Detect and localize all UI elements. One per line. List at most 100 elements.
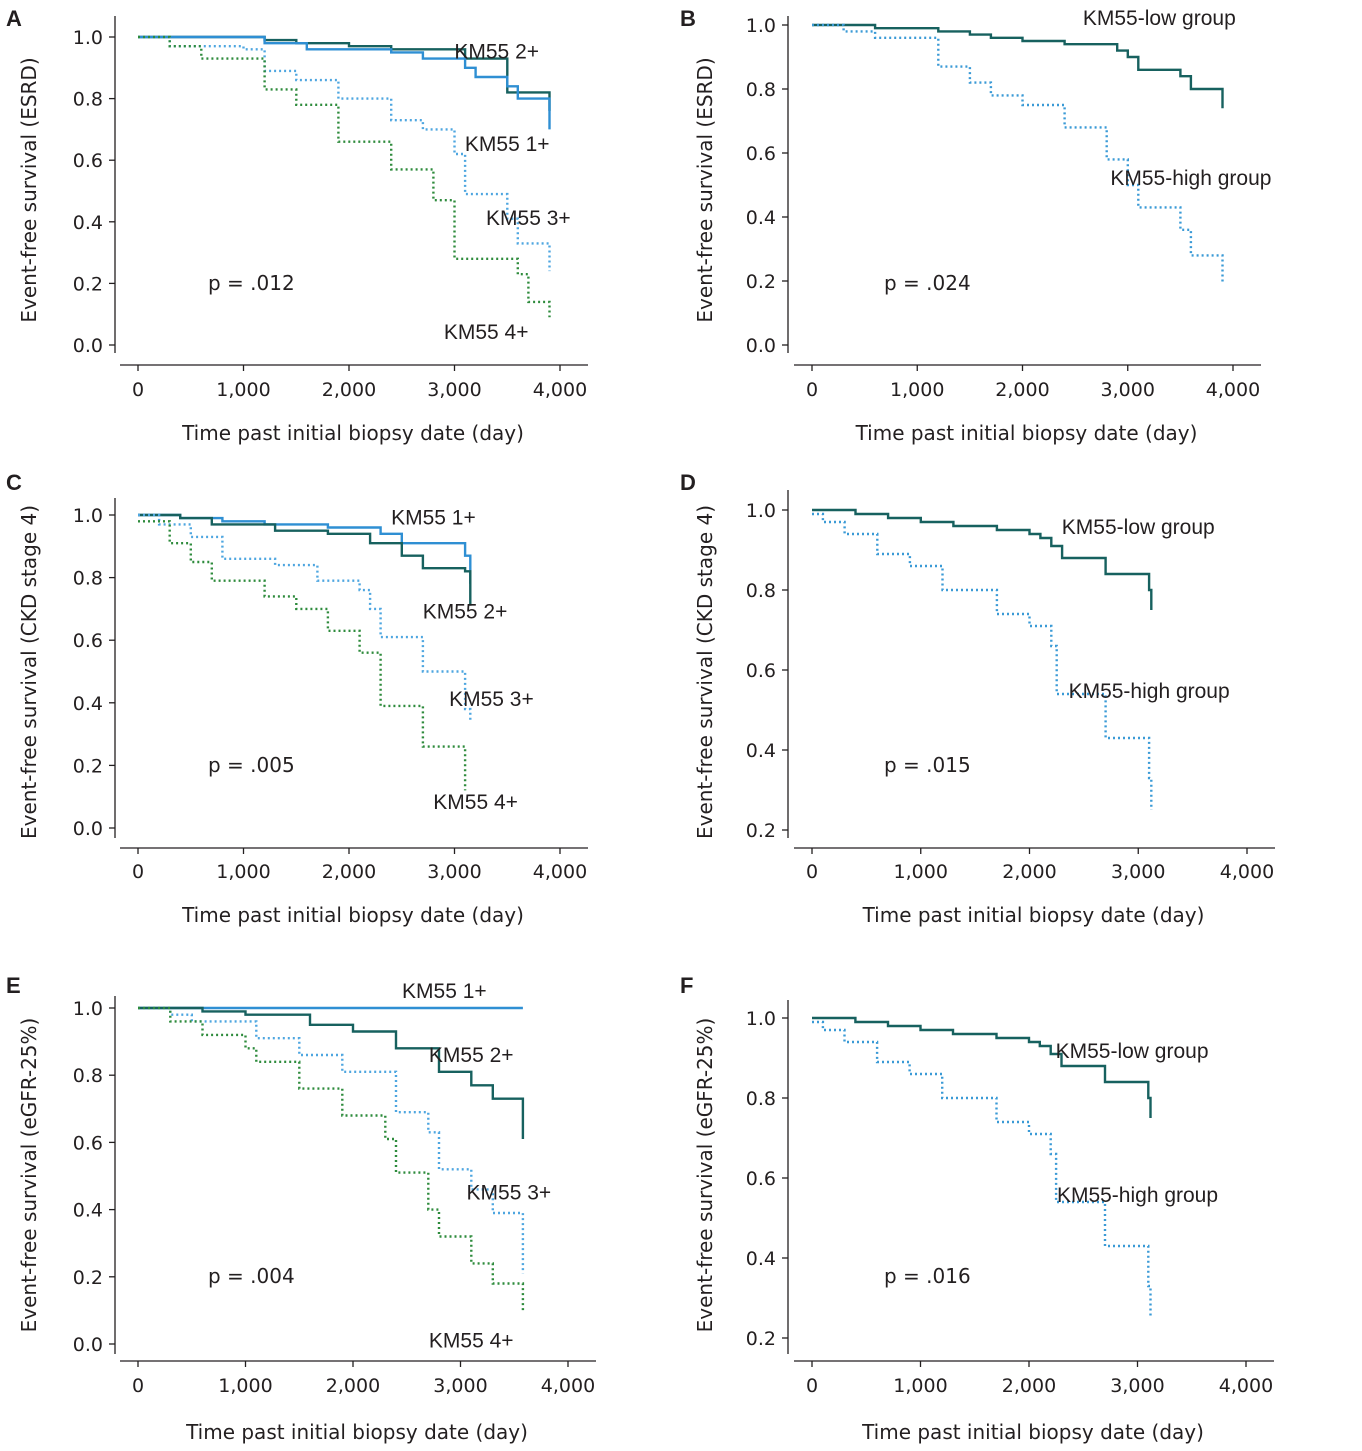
y-tick-label: 0.8 bbox=[73, 89, 103, 111]
series-km55-4 bbox=[138, 35, 551, 318]
x-tick-label: 3,000 bbox=[433, 1375, 487, 1397]
x-tick-label: 4,000 bbox=[1220, 861, 1274, 883]
x-axis-title: Time past initial biopsy date (day) bbox=[855, 421, 1198, 445]
panel-d: D 0.2 0.4 0.6 0.8 1.0 0 1,000 2,000 3,000 4,000 Tim… bbox=[680, 470, 1275, 927]
x-tick-label: 4,000 bbox=[533, 379, 587, 401]
series-label: KM55 4+ bbox=[433, 791, 518, 814]
y-axis-title: Event-free survival (ESRD) bbox=[693, 57, 717, 322]
x-tick-label: 3,000 bbox=[1101, 379, 1155, 401]
series-label: KM55-high group bbox=[1069, 680, 1230, 703]
series-label: KM55 4+ bbox=[444, 321, 529, 344]
series-km55-3 bbox=[138, 513, 472, 722]
series-label: KM55-low group bbox=[1056, 1040, 1209, 1063]
x-tick-label: 3,000 bbox=[1111, 861, 1165, 883]
panel-letter: C bbox=[6, 470, 22, 495]
series-label: KM55-high group bbox=[1110, 167, 1271, 190]
series-km55-4 bbox=[138, 1006, 525, 1311]
panel-f: F 0.2 0.4 0.6 0.8 1.0 0 1,000 2,000 3,000 4,000 Tim… bbox=[680, 973, 1274, 1444]
y-tick-label: 0.8 bbox=[746, 1088, 776, 1110]
p-value: p = .004 bbox=[208, 1264, 295, 1288]
x-tick-label: 3,000 bbox=[427, 379, 481, 401]
x-tick-label: 0 bbox=[806, 1375, 818, 1397]
y-axis-title: Event-free survival (CKD stage 4) bbox=[17, 505, 41, 839]
series-km55-3 bbox=[138, 35, 551, 272]
y-tick-label: 0.8 bbox=[73, 568, 103, 590]
y-tick-label: 0.8 bbox=[746, 79, 776, 101]
x-tick-label: 2,000 bbox=[1002, 861, 1056, 883]
series-label: KM55-high group bbox=[1057, 1184, 1218, 1207]
y-tick-label: 0.4 bbox=[73, 212, 103, 234]
y-tick-label: 0.6 bbox=[746, 143, 776, 165]
series-km55-low-group bbox=[812, 23, 1224, 109]
y-tick-label: 0.4 bbox=[73, 693, 103, 715]
x-tick-label: 0 bbox=[132, 379, 144, 401]
y-tick-label: 0.2 bbox=[73, 273, 103, 295]
y-tick-label: 0.6 bbox=[746, 1168, 776, 1190]
y-tick-label: 0.2 bbox=[746, 820, 776, 842]
series-label: KM55 3+ bbox=[449, 688, 534, 711]
panel-letter: D bbox=[680, 470, 696, 495]
series-km55-high-group bbox=[812, 23, 1224, 285]
p-value: p = .016 bbox=[884, 1264, 971, 1288]
series-label: KM55 1+ bbox=[465, 133, 550, 156]
panel-letter: E bbox=[6, 973, 21, 998]
series-label: KM55 2+ bbox=[423, 600, 508, 623]
series-km55-2 bbox=[138, 513, 472, 606]
y-axis-title: Event-free survival (CKD stage 4) bbox=[693, 505, 717, 839]
y-tick-label: 0.2 bbox=[73, 755, 103, 777]
y-tick-label: 0.0 bbox=[73, 818, 103, 840]
panel-b: B 0.0 0.2 0.4 0.6 0.8 1.0 0 1,000 2,000 3,000 4,000… bbox=[680, 6, 1271, 445]
x-axis-title: Time past initial biopsy date (day) bbox=[181, 903, 524, 927]
y-axis-title: Event-free survival (ESRD) bbox=[17, 57, 41, 322]
x-axis-title: Time past initial biopsy date (day) bbox=[185, 1420, 528, 1444]
y-tick-label: 1.0 bbox=[73, 27, 103, 49]
y-tick-label: 0.4 bbox=[746, 740, 776, 762]
x-tick-label: 1,000 bbox=[216, 379, 270, 401]
series-label: KM55 3+ bbox=[467, 1182, 552, 1205]
y-tick-label: 0.8 bbox=[73, 1065, 103, 1087]
panel-letter: B bbox=[680, 6, 696, 31]
series-label: KM55-low group bbox=[1062, 516, 1215, 539]
y-tick-label: 1.0 bbox=[746, 500, 776, 522]
x-tick-label: 2,000 bbox=[322, 379, 376, 401]
series-label: KM55 1+ bbox=[391, 506, 476, 529]
x-tick-label: 3,000 bbox=[427, 861, 481, 883]
x-tick-label: 0 bbox=[806, 861, 818, 883]
series-km55-low-group bbox=[812, 508, 1153, 610]
series-km55-3 bbox=[138, 1006, 525, 1274]
y-tick-label: 0.2 bbox=[746, 1328, 776, 1350]
x-tick-label: 4,000 bbox=[533, 861, 587, 883]
x-axis-title: Time past initial biopsy date (day) bbox=[861, 1420, 1204, 1444]
series-km55-1 bbox=[138, 35, 551, 130]
series-label: KM55 4+ bbox=[429, 1329, 514, 1352]
panel-a: A 0.0 0.2 0.4 0.6 0.8 1.0 0 1,000 2,000 3,000 4,000… bbox=[6, 6, 588, 445]
y-tick-label: 0.0 bbox=[73, 1334, 103, 1356]
x-tick-label: 0 bbox=[132, 1375, 144, 1397]
series-km55-high-group bbox=[812, 1020, 1152, 1318]
panel-e: E 0.0 0.2 0.4 0.6 0.8 1.0 0 1,000 2,000 3,000 4,000… bbox=[6, 973, 596, 1444]
y-tick-label: 1.0 bbox=[73, 505, 103, 527]
p-value: p = .015 bbox=[884, 753, 971, 777]
x-axis-title: Time past initial biopsy date (day) bbox=[181, 421, 524, 445]
panel-letter: F bbox=[680, 973, 693, 998]
x-tick-label: 0 bbox=[806, 379, 818, 401]
x-tick-label: 1,000 bbox=[218, 1375, 272, 1397]
y-tick-label: 0.6 bbox=[73, 630, 103, 652]
x-tick-label: 2,000 bbox=[322, 861, 376, 883]
y-tick-label: 0.6 bbox=[73, 150, 103, 172]
series-label: KM55 1+ bbox=[402, 980, 487, 1003]
y-tick-label: 1.0 bbox=[746, 1008, 776, 1030]
x-axis-title: Time past initial biopsy date (day) bbox=[862, 903, 1205, 927]
y-tick-label: 0.0 bbox=[746, 335, 776, 357]
y-tick-label: 0.0 bbox=[73, 335, 103, 357]
y-axis-title: Event-free survival (eGFR-25%) bbox=[17, 1018, 41, 1333]
y-tick-label: 0.6 bbox=[73, 1132, 103, 1154]
series-label: KM55 2+ bbox=[454, 41, 539, 64]
series-km55-low-group bbox=[812, 1016, 1152, 1118]
y-tick-label: 0.2 bbox=[746, 271, 776, 293]
x-tick-label: 1,000 bbox=[216, 861, 270, 883]
y-tick-label: 1.0 bbox=[73, 998, 103, 1020]
x-tick-label: 1,000 bbox=[894, 861, 948, 883]
x-tick-label: 1,000 bbox=[893, 1375, 947, 1397]
x-tick-label: 2,000 bbox=[995, 379, 1049, 401]
